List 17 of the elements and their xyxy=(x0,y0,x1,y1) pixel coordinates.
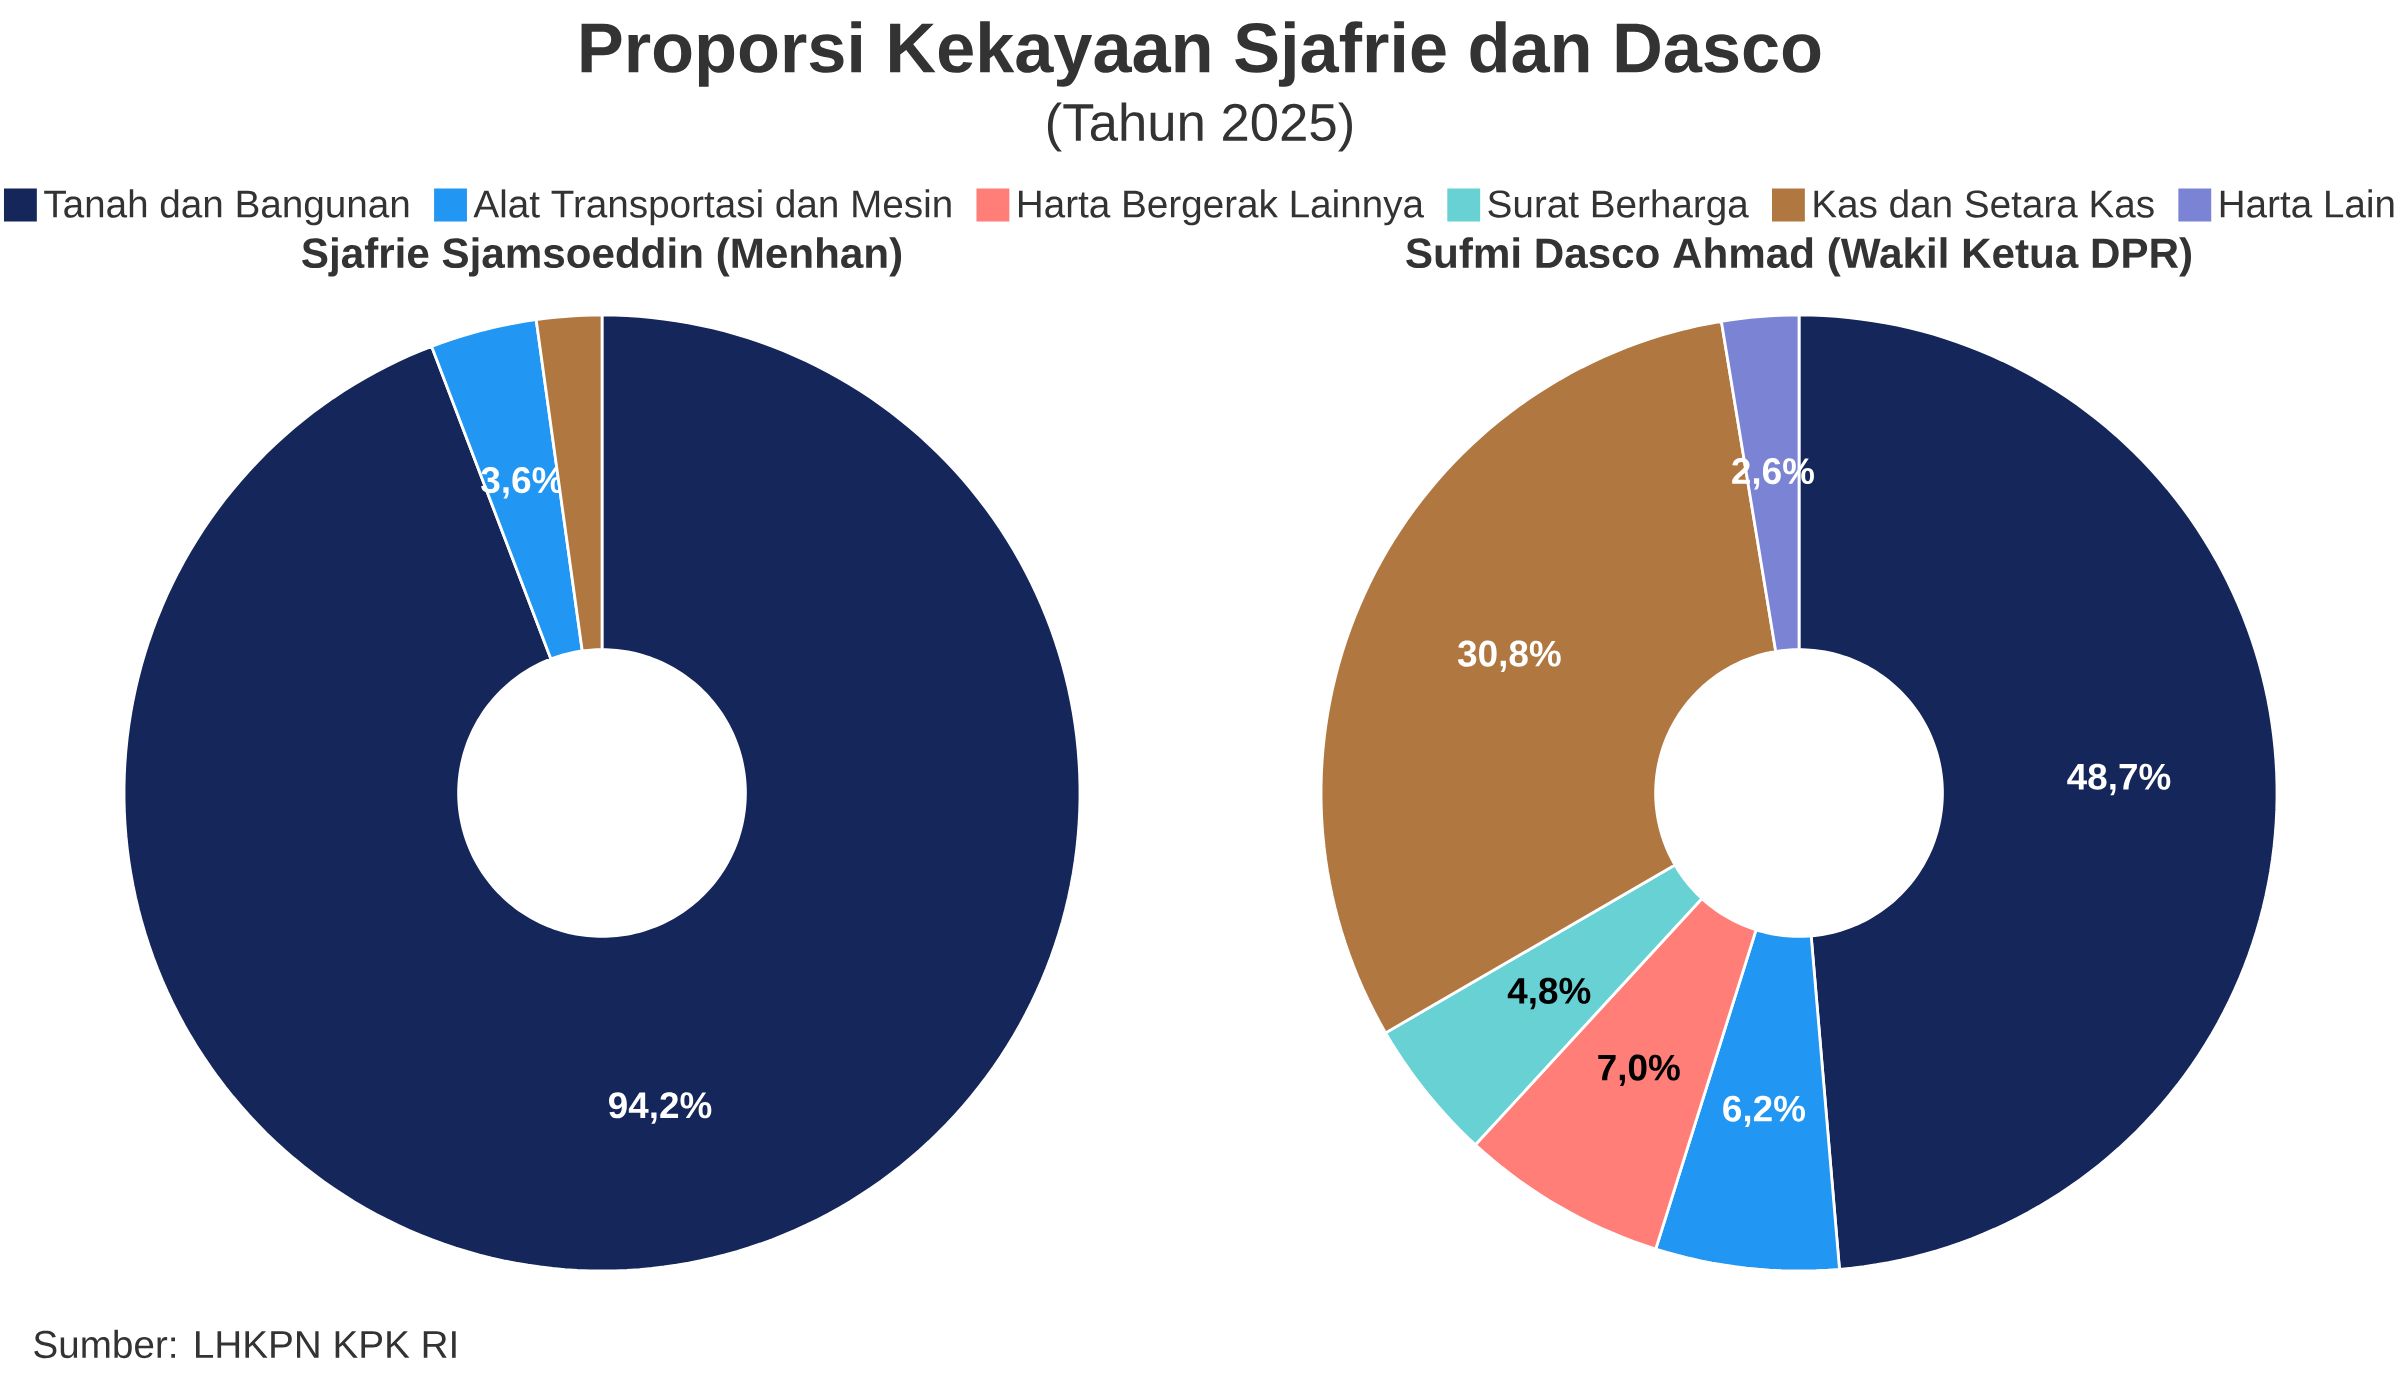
legend-label: Harta Bergerak Lainnya xyxy=(1018,189,1425,226)
data-label: 4,8% xyxy=(1507,977,1591,1010)
text: Sumber: LHKPN KPK RI xyxy=(34,1329,456,1359)
legend-label: Alat Transportasi dan Mesin xyxy=(473,189,951,226)
data-label: 6,2% xyxy=(1723,1095,1805,1128)
data-label: 94,2% xyxy=(608,1092,712,1124)
data-label: 48,7% xyxy=(2067,763,2171,796)
legend-label: Tanah dan Bangunan xyxy=(44,189,409,226)
slice-label: Sufmi Dasco Ahmad (Wakil Ketua DPR) xyxy=(1406,237,2191,277)
text: Proporsi Kekayaan Sjafrie dan Dasco xyxy=(581,21,1821,87)
legend-label: Kas dan Setara Kas xyxy=(1814,189,2154,218)
legend-label: Surat Berharga xyxy=(1488,189,1749,226)
text: (Tahun 2025) xyxy=(1047,102,1352,152)
legend-label: Harta Lain xyxy=(2220,189,2394,218)
data-label: 30,8% xyxy=(1457,640,1561,673)
data-label: 7,0% xyxy=(1598,1054,1680,1087)
slice-label: Sjafrie Sjamsoeddin (Menhan) xyxy=(302,237,902,277)
